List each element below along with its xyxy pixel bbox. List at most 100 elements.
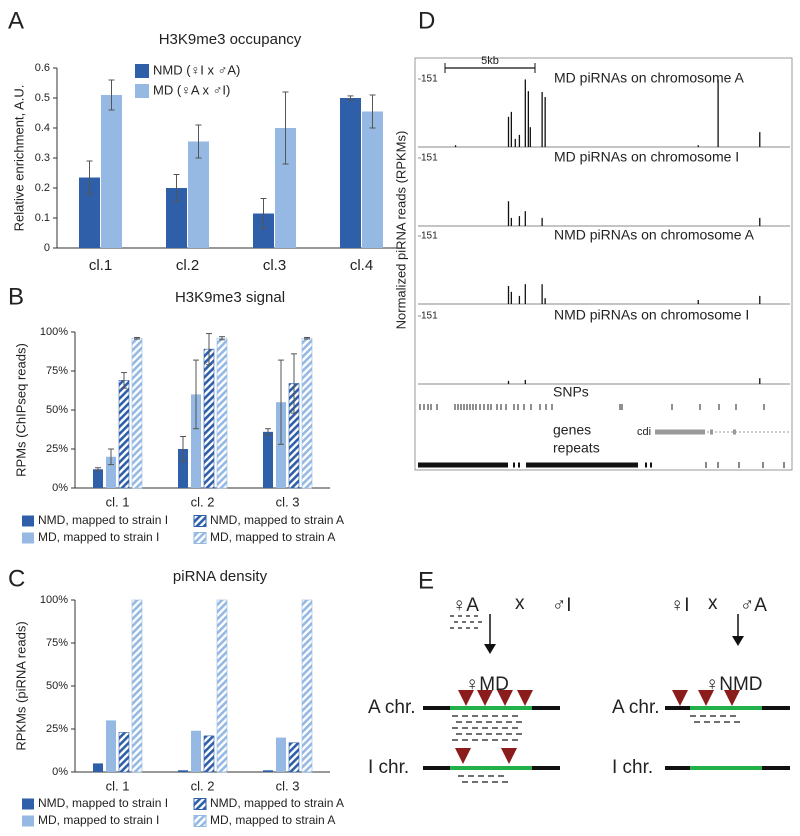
x-tick-label: cl.4 <box>350 257 373 274</box>
bar <box>101 95 122 248</box>
bar <box>216 337 228 489</box>
legend-swatch <box>22 798 34 810</box>
x-tick-label: cl.2 <box>176 257 199 274</box>
bar <box>276 402 286 488</box>
legend-swatch <box>193 798 207 810</box>
female: ♀I <box>670 595 690 616</box>
y-tick-label: 0.5 <box>35 92 50 104</box>
bar <box>263 770 273 772</box>
panel-letter: E <box>418 567 434 594</box>
legend-swatch <box>135 64 149 78</box>
bar <box>301 337 313 489</box>
bar <box>276 737 286 772</box>
legend-label: NMD, mapped to strain A <box>210 513 344 527</box>
annotation-label: SNPs <box>553 384 589 400</box>
bar <box>340 98 361 248</box>
y-tick-label: 0 <box>44 242 50 254</box>
y-tick-label: 0% <box>52 766 68 778</box>
insertion <box>672 690 688 706</box>
bar <box>118 732 130 773</box>
bar <box>93 763 103 772</box>
y-tick-label: 151 <box>421 311 438 322</box>
y-tick-label: 100% <box>40 594 68 606</box>
bar <box>301 599 313 773</box>
insertion <box>501 748 517 764</box>
y-tick-label: 50% <box>46 404 68 416</box>
bar <box>188 141 209 248</box>
y-tick-label: 0.3 <box>35 152 50 164</box>
chromosome-label: A chr. <box>368 697 416 718</box>
y-tick-label: 25% <box>46 443 68 455</box>
y-tick-label: 50% <box>46 680 68 692</box>
legend-label: MD, mapped to strain A <box>210 813 335 827</box>
bar <box>288 742 300 773</box>
bar <box>106 720 116 772</box>
chart-title: piRNA density <box>173 568 268 585</box>
legend-label: NMD, mapped to strain I <box>38 513 168 527</box>
insertion <box>477 690 493 706</box>
panel-letter: D <box>418 7 435 34</box>
legend-label: NMD, mapped to strain I <box>38 796 168 810</box>
chromosome-label: A chr. <box>612 697 660 718</box>
insertion <box>458 690 474 706</box>
bar <box>203 735 215 773</box>
bar <box>191 394 201 488</box>
bar <box>106 456 116 488</box>
panel-letter: A <box>8 7 24 34</box>
legend-label: MD, mapped to strain I <box>38 530 159 544</box>
y-tick-label: 151 <box>421 231 438 242</box>
x-tick-label: cl. 1 <box>106 494 130 509</box>
legend-swatch <box>135 84 149 98</box>
x-tick-label: cl.3 <box>263 257 286 274</box>
panel-e: E ♀A x ♂I ♀MD A chr. I chr. ♀I x ♂A ♀NMD… <box>368 567 790 778</box>
track-name: NMD piRNAs on chromosome A <box>554 227 755 243</box>
offspring: ♀MD <box>465 674 509 695</box>
chromosome-label: I chr. <box>368 757 409 778</box>
bar <box>275 128 296 248</box>
y-tick-label: 151 <box>421 74 438 85</box>
y-tick-label: 0.1 <box>35 212 50 224</box>
chart-title: H3K9me3 signal <box>175 289 285 306</box>
bar <box>79 177 100 248</box>
gene-label: cdi <box>637 426 651 438</box>
legend-label: NMD, mapped to strain A <box>210 796 344 810</box>
offspring: ♀NMD <box>705 674 763 695</box>
bar <box>263 431 273 488</box>
bar <box>93 469 103 488</box>
bar <box>191 730 201 772</box>
bar <box>131 599 143 773</box>
y-tick-label: 0% <box>52 482 68 494</box>
insertion <box>497 690 513 706</box>
legend-label: MD (♀A x ♂I) <box>153 82 230 97</box>
legend-label: NMD (♀I x ♂A) <box>153 62 240 77</box>
y-tick-label: 25% <box>46 723 68 735</box>
insertion <box>724 690 740 706</box>
bar <box>178 770 188 772</box>
legend-swatch <box>22 532 34 544</box>
bar <box>166 188 187 248</box>
panel-letter: B <box>8 283 24 310</box>
y-tick-label: 0.4 <box>35 122 50 134</box>
bar <box>216 599 228 773</box>
male: ♂I <box>552 595 572 616</box>
browser-frame <box>414 57 793 471</box>
chart-title: H3K9me3 occupancy <box>159 31 302 48</box>
bar <box>203 348 215 489</box>
arrow-head <box>732 636 744 646</box>
legend-swatch <box>193 815 207 827</box>
bar <box>131 337 143 489</box>
bar <box>118 380 130 489</box>
x-tick-label: cl.1 <box>89 257 112 274</box>
x-tick-label: cl. 3 <box>276 494 300 509</box>
panel-letter: C <box>8 565 25 592</box>
y-tick-label: 0.6 <box>35 62 50 74</box>
legend-swatch <box>22 815 34 827</box>
y-axis-label: RPMs (ChIPseq reads) <box>13 343 28 477</box>
x-tick-label: cl. 2 <box>191 494 215 509</box>
annotation-label: repeats <box>553 440 600 456</box>
y-tick-label: 75% <box>46 365 68 377</box>
insertion <box>455 748 471 764</box>
bar <box>362 111 383 248</box>
x-tick-label: cl. 1 <box>106 778 130 793</box>
